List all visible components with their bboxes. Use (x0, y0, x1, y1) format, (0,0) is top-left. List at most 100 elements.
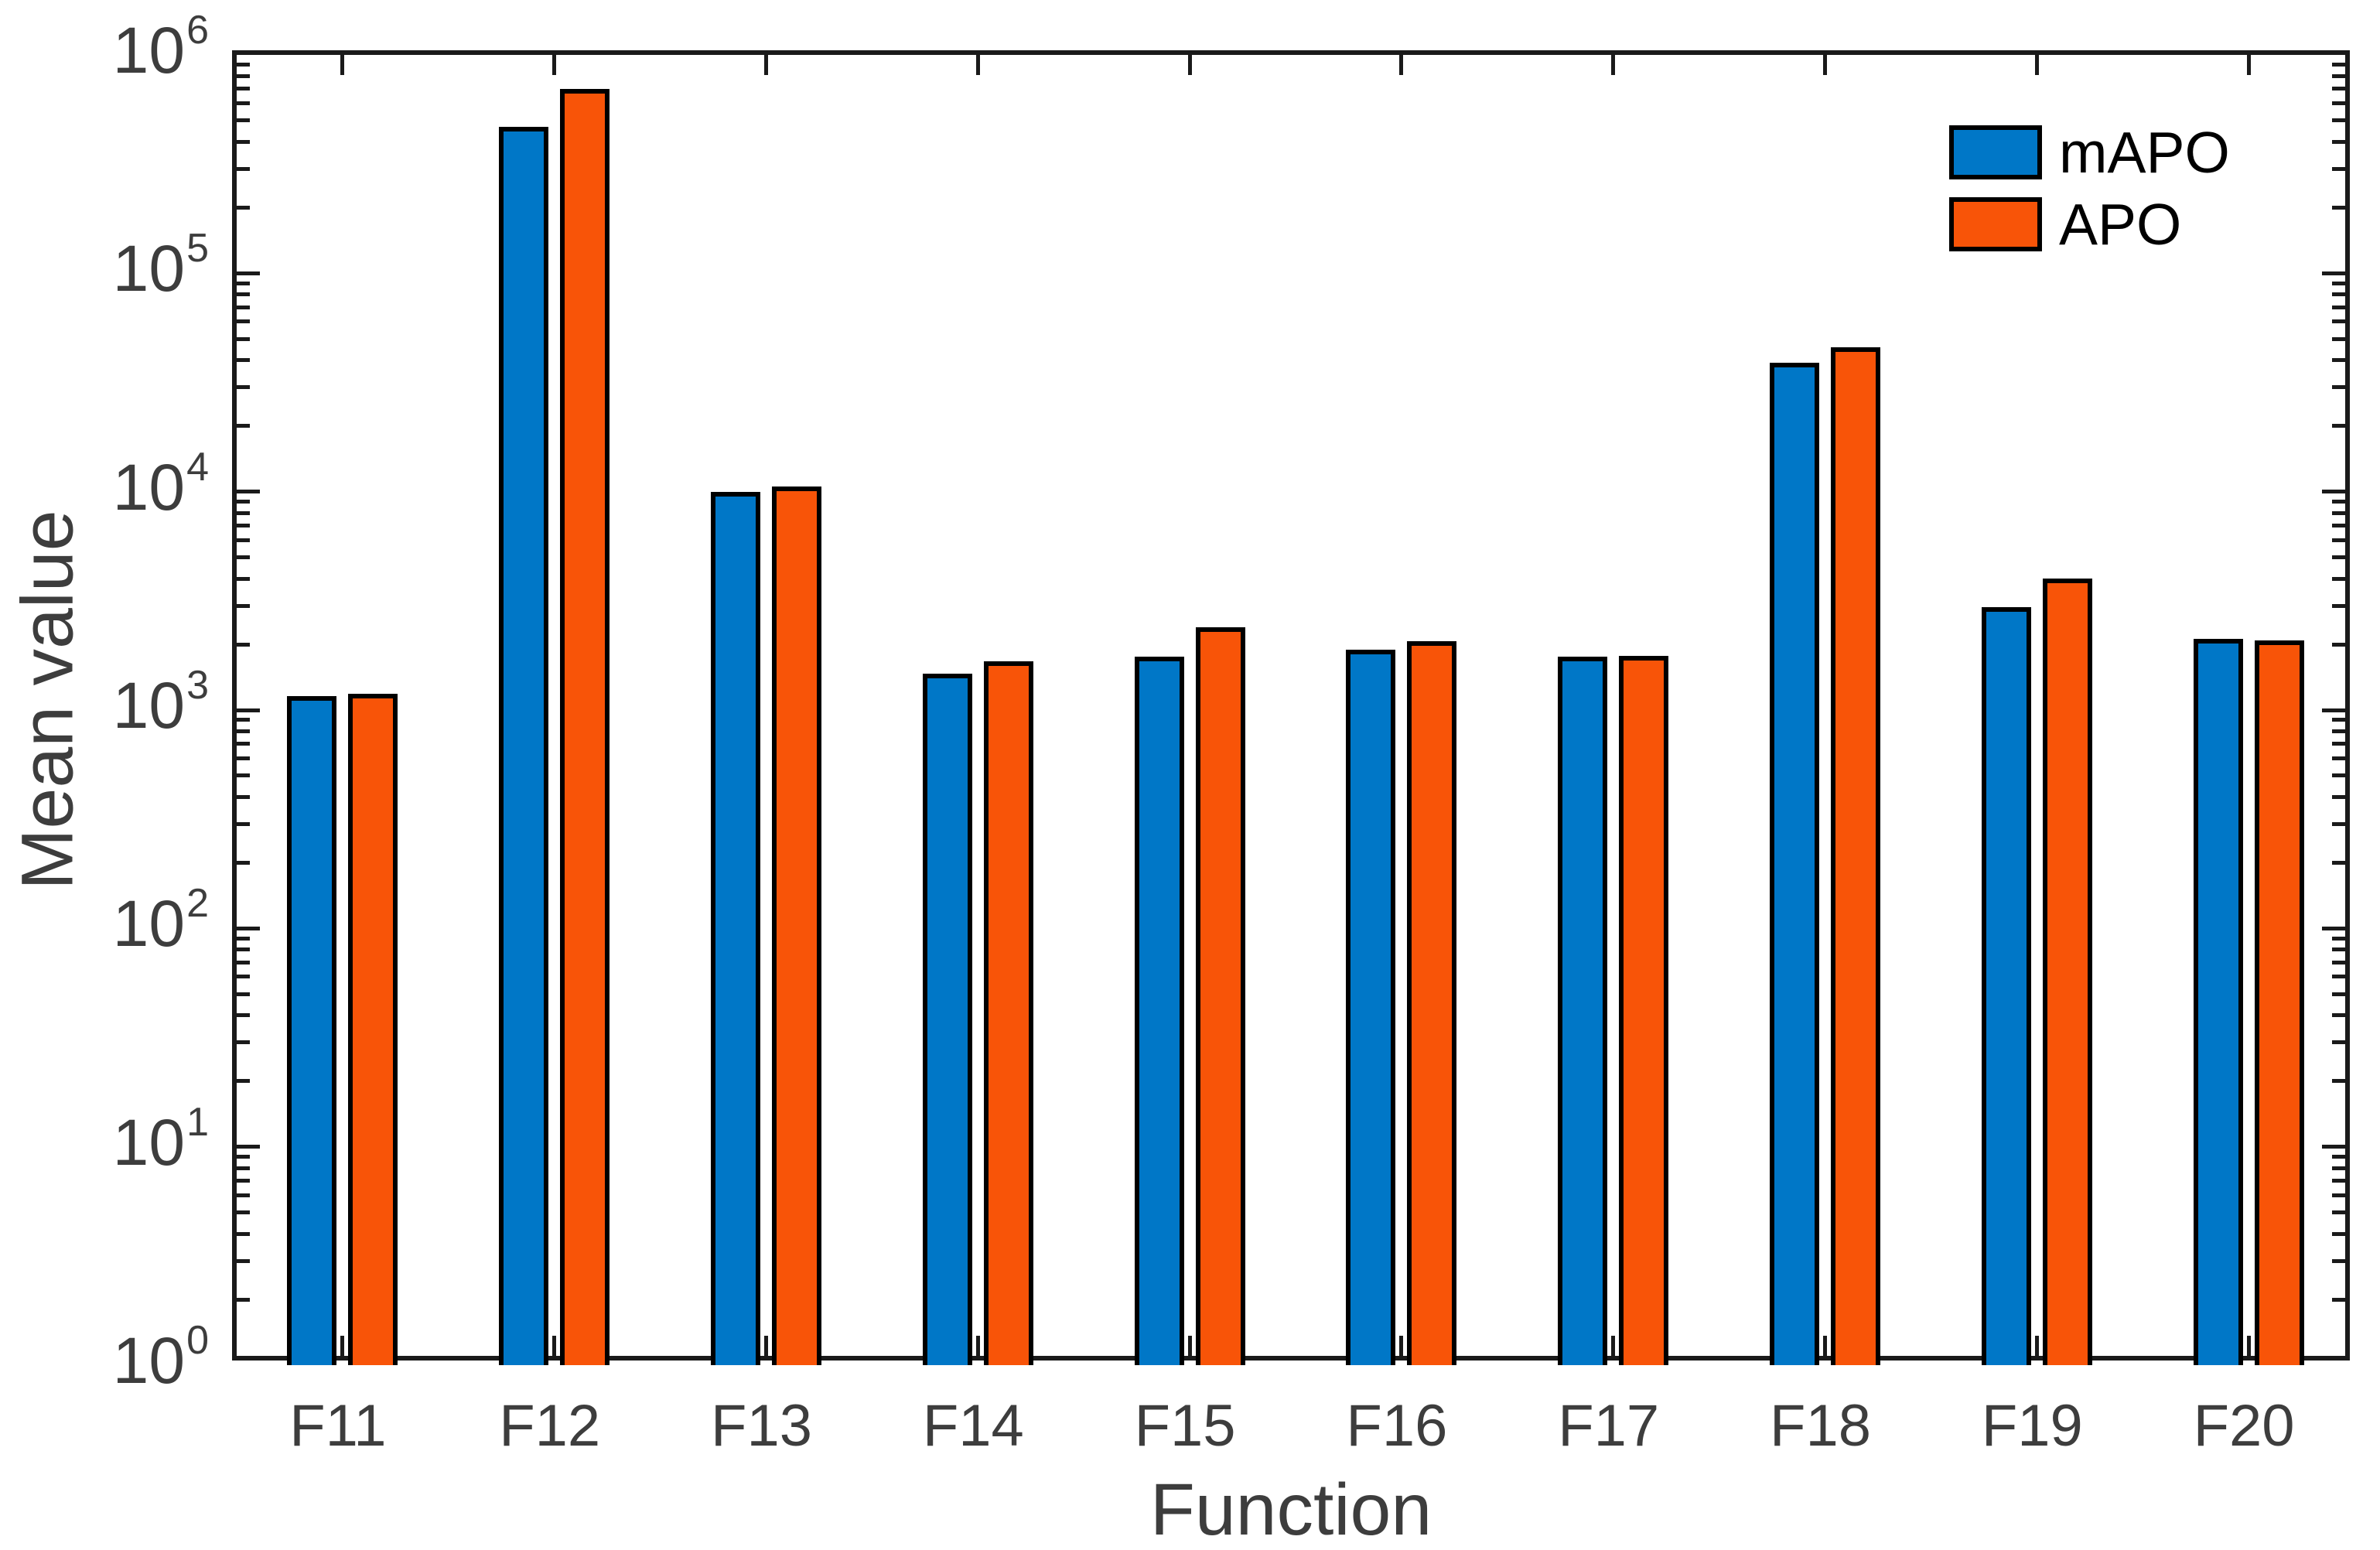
y-minor-tick-left (237, 603, 250, 608)
y-minor-tick-right (2332, 63, 2345, 67)
x-tick-top (2034, 55, 2039, 75)
x-tick-top (1399, 55, 1404, 75)
y-minor-tick-left (237, 101, 250, 106)
x-tick-bottom (764, 1336, 768, 1356)
y-minor-tick-left (237, 742, 250, 746)
bar-F19-APO (2042, 579, 2092, 1365)
bar-F17-APO (1619, 655, 1669, 1365)
y-minor-tick-left (237, 555, 250, 560)
y-minor-tick-left (237, 1079, 250, 1084)
bar-F16-mAPO (1346, 649, 1396, 1365)
y-minor-tick-right (2332, 576, 2345, 581)
y-minor-tick-left (237, 718, 250, 722)
x-tick-top (975, 55, 980, 75)
legend-entry-mAPO: mAPO (1949, 120, 2230, 185)
y-minor-tick-left (237, 424, 250, 428)
legend-entry-APO: APO (1949, 196, 2230, 254)
y-minor-tick-right (2332, 510, 2345, 515)
bar-F20-APO (2254, 640, 2304, 1365)
legend-label-mAPO: mAPO (2059, 120, 2230, 185)
y-major-tick-right (2322, 926, 2345, 930)
y-minor-tick-left (237, 167, 250, 172)
x-tick-bottom (552, 1336, 557, 1356)
y-minor-tick-right (2332, 305, 2345, 309)
x-tick-label-F20: F20 (2193, 1393, 2295, 1459)
y-major-tick-right (2322, 490, 2345, 494)
y-minor-tick-left (237, 510, 250, 515)
y-minor-tick-left (237, 205, 250, 210)
y-minor-tick-left (237, 992, 250, 996)
y-minor-tick-right (2332, 1155, 2345, 1159)
y-minor-tick-left (237, 729, 250, 733)
y-minor-tick-left (237, 576, 250, 581)
y-minor-tick-left (237, 385, 250, 390)
bar-F19-mAPO (1981, 606, 2031, 1365)
y-major-tick-left (237, 708, 260, 712)
y-minor-tick-left (237, 1297, 250, 1302)
x-axis-label: Function (1149, 1469, 1432, 1550)
x-tick-label-F16: F16 (1346, 1393, 1448, 1459)
y-minor-tick-right (2332, 794, 2345, 799)
x-tick-top (2246, 55, 2251, 75)
y-minor-tick-left (237, 860, 250, 865)
x-tick-top (764, 55, 768, 75)
y-minor-tick-right (2332, 1178, 2345, 1183)
y-minor-tick-right (2332, 73, 2345, 78)
y-minor-tick-left (237, 63, 250, 67)
y-minor-tick-right (2332, 1258, 2345, 1263)
x-tick-label-F13: F13 (711, 1393, 812, 1459)
y-minor-tick-left (237, 1258, 250, 1263)
x-tick-bottom (1399, 1336, 1404, 1356)
y-minor-tick-left (237, 1178, 250, 1183)
x-tick-bottom (1611, 1336, 1616, 1356)
y-minor-tick-left (237, 73, 250, 78)
y-major-tick-right (2322, 708, 2345, 712)
y-minor-tick-left (237, 1193, 250, 1197)
y-minor-tick-right (2332, 555, 2345, 560)
y-tick-label-10e4: 104 (112, 444, 209, 524)
y-minor-tick-right (2332, 756, 2345, 761)
y-minor-tick-right (2332, 118, 2345, 123)
legend-swatch-mAPO (1949, 125, 2042, 179)
x-tick-bottom (1823, 1336, 1827, 1356)
y-minor-tick-left (237, 1231, 250, 1236)
y-minor-tick-left (237, 936, 250, 941)
bar-F17-mAPO (1558, 657, 1608, 1365)
bar-F14-APO (983, 661, 1033, 1365)
y-minor-tick-left (237, 305, 250, 309)
y-minor-tick-left (237, 281, 250, 285)
y-minor-tick-right (2332, 1210, 2345, 1215)
x-tick-top (1823, 55, 1827, 75)
y-minor-tick-right (2332, 336, 2345, 341)
y-minor-tick-left (237, 794, 250, 799)
bar-F14-mAPO (922, 673, 972, 1365)
y-major-tick-left (237, 1145, 260, 1149)
y-minor-tick-right (2332, 523, 2345, 527)
x-tick-bottom (2246, 1336, 2251, 1356)
bar-F18-APO (1831, 347, 1880, 1365)
y-minor-tick-left (237, 975, 250, 979)
y-minor-tick-left (237, 960, 250, 964)
y-minor-tick-right (2332, 319, 2345, 324)
y-minor-tick-left (237, 87, 250, 91)
y-tick-label-10e0: 100 (112, 1318, 209, 1397)
x-tick-label-F18: F18 (1770, 1393, 1871, 1459)
x-tick-label-F14: F14 (922, 1393, 1024, 1459)
x-tick-label-F11: F11 (289, 1393, 387, 1459)
y-major-tick-left (237, 271, 260, 275)
y-minor-tick-right (2332, 87, 2345, 91)
y-minor-tick-left (237, 822, 250, 827)
bar-F11-mAPO (287, 695, 337, 1365)
y-minor-tick-right (2332, 358, 2345, 363)
x-tick-label-F19: F19 (1981, 1393, 2083, 1459)
y-minor-tick-left (237, 118, 250, 123)
x-tick-bottom (2034, 1336, 2039, 1356)
y-minor-tick-right (2332, 822, 2345, 827)
y-major-tick-right (2322, 1145, 2345, 1149)
plot-area (232, 50, 2350, 1365)
y-major-tick-right (2322, 271, 2345, 275)
bar-F20-mAPO (2193, 639, 2243, 1365)
y-minor-tick-right (2332, 936, 2345, 941)
y-tick-label-10e5: 105 (112, 226, 209, 306)
